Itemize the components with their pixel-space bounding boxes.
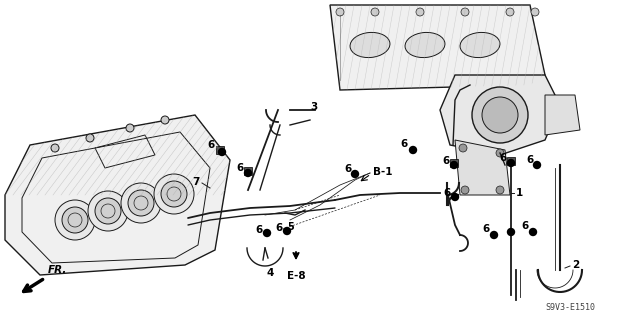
Circle shape (508, 160, 515, 167)
Circle shape (529, 228, 536, 235)
Polygon shape (440, 75, 560, 155)
Circle shape (244, 169, 252, 176)
Circle shape (416, 8, 424, 16)
Text: FR.: FR. (48, 265, 67, 275)
Circle shape (86, 134, 94, 142)
Circle shape (371, 8, 379, 16)
Ellipse shape (460, 33, 500, 57)
Circle shape (451, 194, 458, 201)
Text: 1: 1 (516, 188, 524, 198)
Text: 6: 6 (237, 163, 244, 173)
Text: 6: 6 (443, 156, 450, 166)
Circle shape (218, 149, 225, 155)
Text: E-8: E-8 (287, 271, 305, 281)
Ellipse shape (350, 33, 390, 57)
Circle shape (482, 97, 518, 133)
Circle shape (508, 228, 515, 235)
Polygon shape (545, 95, 580, 135)
Circle shape (490, 232, 497, 239)
Polygon shape (330, 5, 545, 90)
Circle shape (62, 207, 88, 233)
Ellipse shape (405, 33, 445, 57)
Circle shape (410, 146, 417, 153)
Circle shape (472, 87, 528, 143)
Circle shape (126, 124, 134, 132)
Text: S9V3-E1510: S9V3-E1510 (545, 303, 595, 312)
Circle shape (128, 190, 154, 216)
Text: 6: 6 (256, 225, 263, 235)
Circle shape (284, 227, 291, 234)
Text: B-1: B-1 (373, 167, 392, 177)
Circle shape (161, 116, 169, 124)
Text: 4: 4 (266, 268, 274, 278)
Circle shape (154, 174, 194, 214)
Circle shape (51, 144, 59, 152)
Circle shape (459, 144, 467, 152)
Circle shape (451, 161, 458, 168)
Circle shape (55, 200, 95, 240)
Circle shape (336, 8, 344, 16)
Circle shape (496, 149, 504, 157)
Circle shape (496, 186, 504, 194)
Circle shape (161, 181, 187, 207)
Text: 6: 6 (527, 155, 534, 165)
Circle shape (534, 161, 541, 168)
Text: 2: 2 (572, 260, 579, 270)
Circle shape (506, 8, 514, 16)
Text: 6: 6 (500, 153, 507, 163)
Bar (216, 146, 224, 154)
Circle shape (461, 186, 469, 194)
Text: 6: 6 (401, 139, 408, 149)
Polygon shape (5, 115, 230, 275)
Text: 6: 6 (444, 188, 451, 198)
Text: 6: 6 (208, 140, 215, 150)
Bar (450, 159, 458, 167)
Bar (244, 167, 252, 175)
Circle shape (264, 229, 271, 236)
Circle shape (121, 183, 161, 223)
Circle shape (351, 170, 358, 177)
Circle shape (531, 8, 539, 16)
Bar (507, 157, 515, 165)
Circle shape (88, 191, 128, 231)
Circle shape (95, 198, 121, 224)
Text: 6: 6 (345, 164, 352, 174)
Text: 6: 6 (483, 224, 490, 234)
Text: 5: 5 (287, 222, 294, 232)
Text: 6: 6 (276, 223, 283, 233)
Text: 3: 3 (310, 102, 317, 112)
Circle shape (461, 8, 469, 16)
Text: 6: 6 (522, 221, 529, 231)
Polygon shape (455, 140, 510, 195)
Text: 7: 7 (193, 177, 200, 187)
